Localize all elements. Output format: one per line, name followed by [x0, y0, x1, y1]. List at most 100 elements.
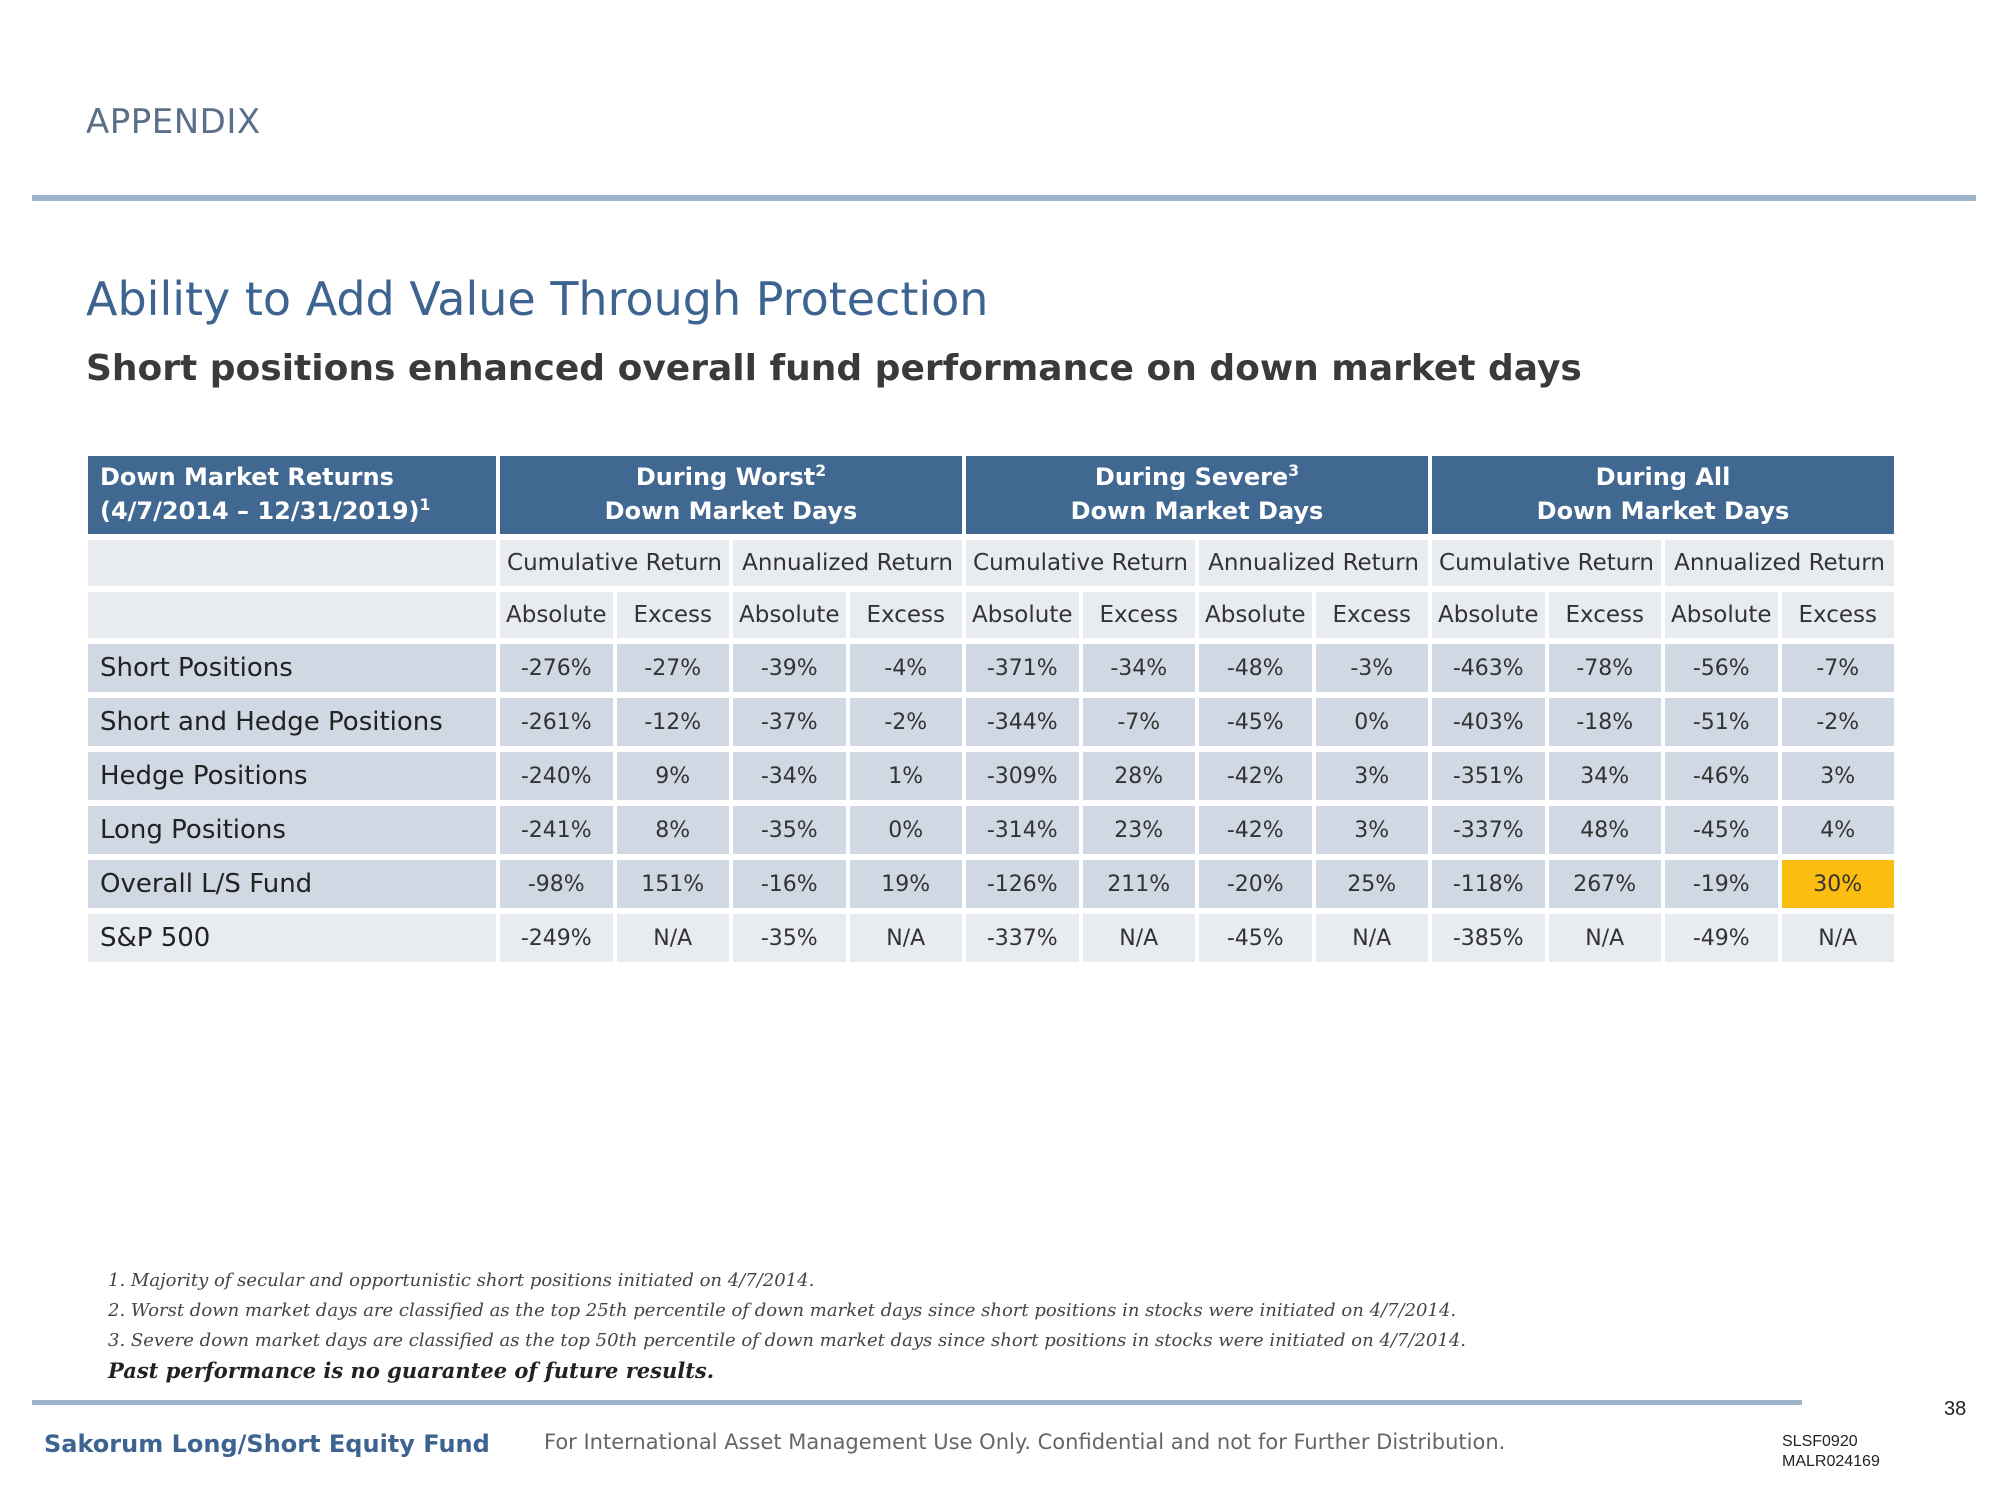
measure-label: Excess	[1781, 592, 1894, 638]
value-cell: 23%	[1082, 806, 1195, 854]
value-cell: -56%	[1665, 644, 1778, 692]
value-cell: 28%	[1082, 752, 1195, 800]
row-label: Overall L/S Fund	[88, 860, 496, 908]
value-cell: -42%	[1199, 752, 1312, 800]
value-cell: N/A	[616, 914, 729, 962]
measure-label: Absolute	[733, 592, 846, 638]
header-down-market-returns: Down Market Returns (4/7/2014 – 12/31/20…	[88, 456, 496, 534]
header-all-days: During All Down Market Days	[1432, 456, 1894, 534]
value-cell: -240%	[500, 752, 613, 800]
header-severe-line1: During Severe	[1094, 463, 1289, 492]
value-cell: -98%	[500, 860, 613, 908]
value-cell: 1%	[849, 752, 962, 800]
return-type-label: Annualized Return	[1199, 540, 1428, 586]
footer-confidential-notice: For International Asset Management Use O…	[544, 1430, 1506, 1454]
section-label: APPENDIX	[86, 102, 261, 142]
footnotes: 1. Majority of secular and opportunistic…	[108, 1266, 1466, 1386]
value-cell: -241%	[500, 806, 613, 854]
measure-label: Absolute	[966, 592, 1079, 638]
value-cell: -314%	[966, 806, 1079, 854]
value-cell: 0%	[1315, 698, 1428, 746]
header-first-line2: (4/7/2014 – 12/31/2019)	[100, 497, 420, 525]
value-cell: -3%	[1315, 644, 1428, 692]
top-divider	[32, 195, 1976, 201]
header-worst-line2: Down Market Days	[604, 497, 858, 525]
header-all-line2: Down Market Days	[1536, 497, 1790, 525]
value-cell: -16%	[733, 860, 846, 908]
value-cell: 267%	[1548, 860, 1661, 908]
value-cell: -371%	[966, 644, 1079, 692]
returns-table-container: Down Market Returns (4/7/2014 – 12/31/20…	[88, 456, 1902, 962]
value-cell: -39%	[733, 644, 846, 692]
value-cell: 19%	[849, 860, 962, 908]
row-label: Hedge Positions	[88, 752, 496, 800]
header-worst-line1: During Worst	[635, 463, 816, 492]
value-cell: N/A	[1082, 914, 1195, 962]
value-cell: -249%	[500, 914, 613, 962]
value-cell: -351%	[1432, 752, 1545, 800]
return-type-row: Cumulative Return Annualized Return Cumu…	[88, 540, 1894, 586]
header-worst-days: During Worst2 Down Market Days	[500, 456, 962, 534]
value-cell: -78%	[1548, 644, 1661, 692]
footnote-1: 1. Majority of secular and opportunistic…	[108, 1270, 815, 1291]
value-cell: -49%	[1665, 914, 1778, 962]
measure-label: Absolute	[500, 592, 613, 638]
header-all-line1: During All	[1595, 463, 1731, 492]
value-cell: 9%	[616, 752, 729, 800]
value-cell: N/A	[849, 914, 962, 962]
returns-table: Down Market Returns (4/7/2014 – 12/31/20…	[84, 450, 1898, 968]
value-cell: -385%	[1432, 914, 1545, 962]
footnote-3: 3. Severe down market days are classifie…	[108, 1330, 1466, 1351]
value-cell: 34%	[1548, 752, 1661, 800]
return-type-label: Annualized Return	[1665, 540, 1894, 586]
value-cell: -42%	[1199, 806, 1312, 854]
value-cell: N/A	[1548, 914, 1661, 962]
value-cell: -45%	[1199, 914, 1312, 962]
blank-cell	[88, 592, 496, 638]
value-cell: -7%	[1082, 698, 1195, 746]
footnote-ref-1: 1	[419, 496, 431, 514]
row-label: Short Positions	[88, 644, 496, 692]
measure-label: Absolute	[1199, 592, 1312, 638]
value-cell: -27%	[616, 644, 729, 692]
table-row: Short Positions -276% -27% -39% -4% -371% -34%…	[88, 644, 1894, 692]
footnote-2: 2. Worst down market days are classified…	[108, 1300, 1457, 1321]
measure-label: Excess	[849, 592, 962, 638]
value-cell: 4%	[1781, 806, 1894, 854]
blank-cell	[88, 540, 496, 586]
measure-label: Excess	[1548, 592, 1661, 638]
value-cell: 3%	[1781, 752, 1894, 800]
header-severe-days: During Severe3 Down Market Days	[966, 456, 1428, 534]
table-row: S&P 500 -249% N/A -35% N/A -337% N/A -45% N/A -38…	[88, 914, 1894, 962]
document-code-2: MALR024169	[1782, 1453, 1880, 1470]
value-cell: -7%	[1781, 644, 1894, 692]
value-cell: -261%	[500, 698, 613, 746]
page-title: Ability to Add Value Through Protection	[86, 272, 989, 326]
value-cell: 8%	[616, 806, 729, 854]
table-row: Long Positions -241% 8% -35% 0% -314% 23% -42% 3…	[88, 806, 1894, 854]
document-codes: SLSF0920 MALR024169	[1782, 1432, 1880, 1472]
row-label: Long Positions	[88, 806, 496, 854]
value-cell: -37%	[733, 698, 846, 746]
value-cell: -34%	[1082, 644, 1195, 692]
page-subtitle: Short positions enhanced overall fund pe…	[86, 348, 1582, 389]
header-first-line1: Down Market Returns	[100, 463, 394, 492]
header-severe-line2: Down Market Days	[1070, 497, 1324, 525]
value-cell: 211%	[1082, 860, 1195, 908]
value-cell: -309%	[966, 752, 1079, 800]
value-cell: -337%	[966, 914, 1079, 962]
value-cell: -48%	[1199, 644, 1312, 692]
value-cell: -35%	[733, 806, 846, 854]
value-cell: -276%	[500, 644, 613, 692]
value-cell: -45%	[1665, 806, 1778, 854]
value-cell: -4%	[849, 644, 962, 692]
value-cell: -2%	[1781, 698, 1894, 746]
footnote-ref-3: 3	[1288, 462, 1300, 481]
value-cell: -403%	[1432, 698, 1545, 746]
measure-label: Excess	[1315, 592, 1428, 638]
value-cell: -18%	[1548, 698, 1661, 746]
value-cell: -19%	[1665, 860, 1778, 908]
value-cell: 25%	[1315, 860, 1428, 908]
return-type-label: Annualized Return	[733, 540, 962, 586]
value-cell: -45%	[1199, 698, 1312, 746]
